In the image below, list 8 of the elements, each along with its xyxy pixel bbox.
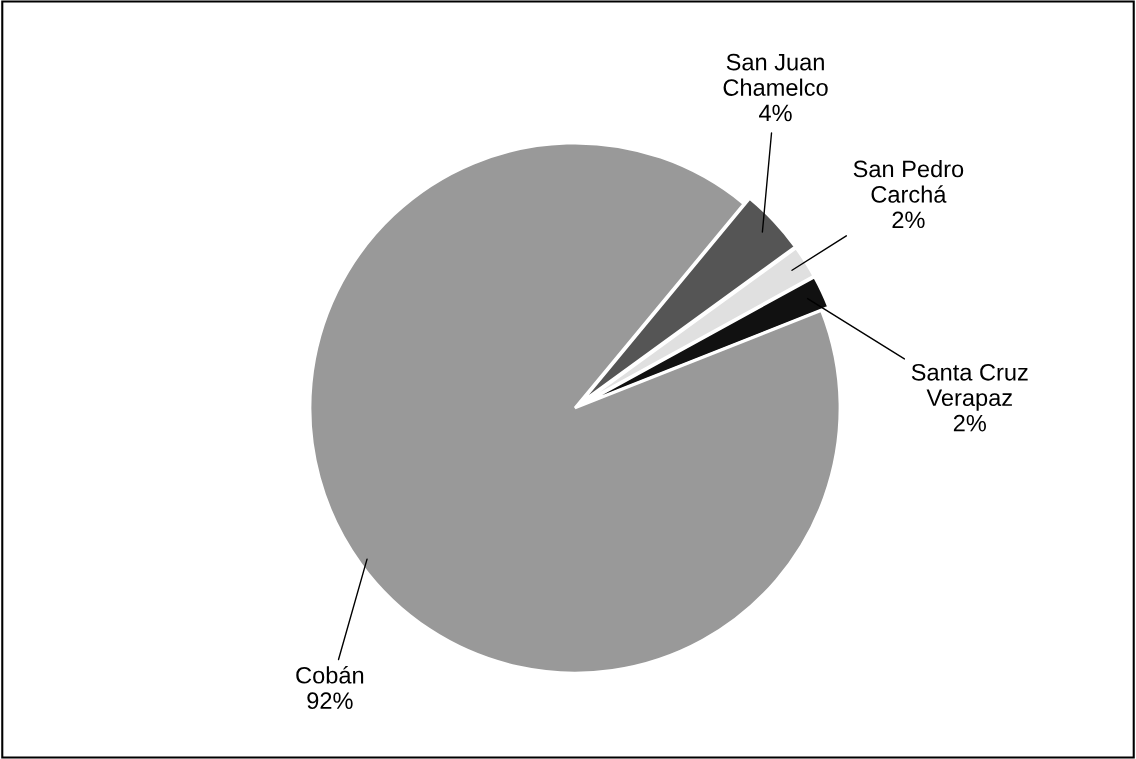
slice-label: Santa Cruz Verapaz: [911, 363, 1028, 411]
slice-label: San Juan Chamelco: [723, 53, 828, 96]
data-label: 4%: [759, 104, 792, 122]
data-label: 92%: [307, 692, 353, 710]
slice-label: San Pedro Carchá: [853, 159, 964, 203]
data-label: 2%: [953, 414, 986, 432]
data-label: 2%: [892, 211, 925, 229]
slice-label: Cobán: [296, 666, 364, 684]
